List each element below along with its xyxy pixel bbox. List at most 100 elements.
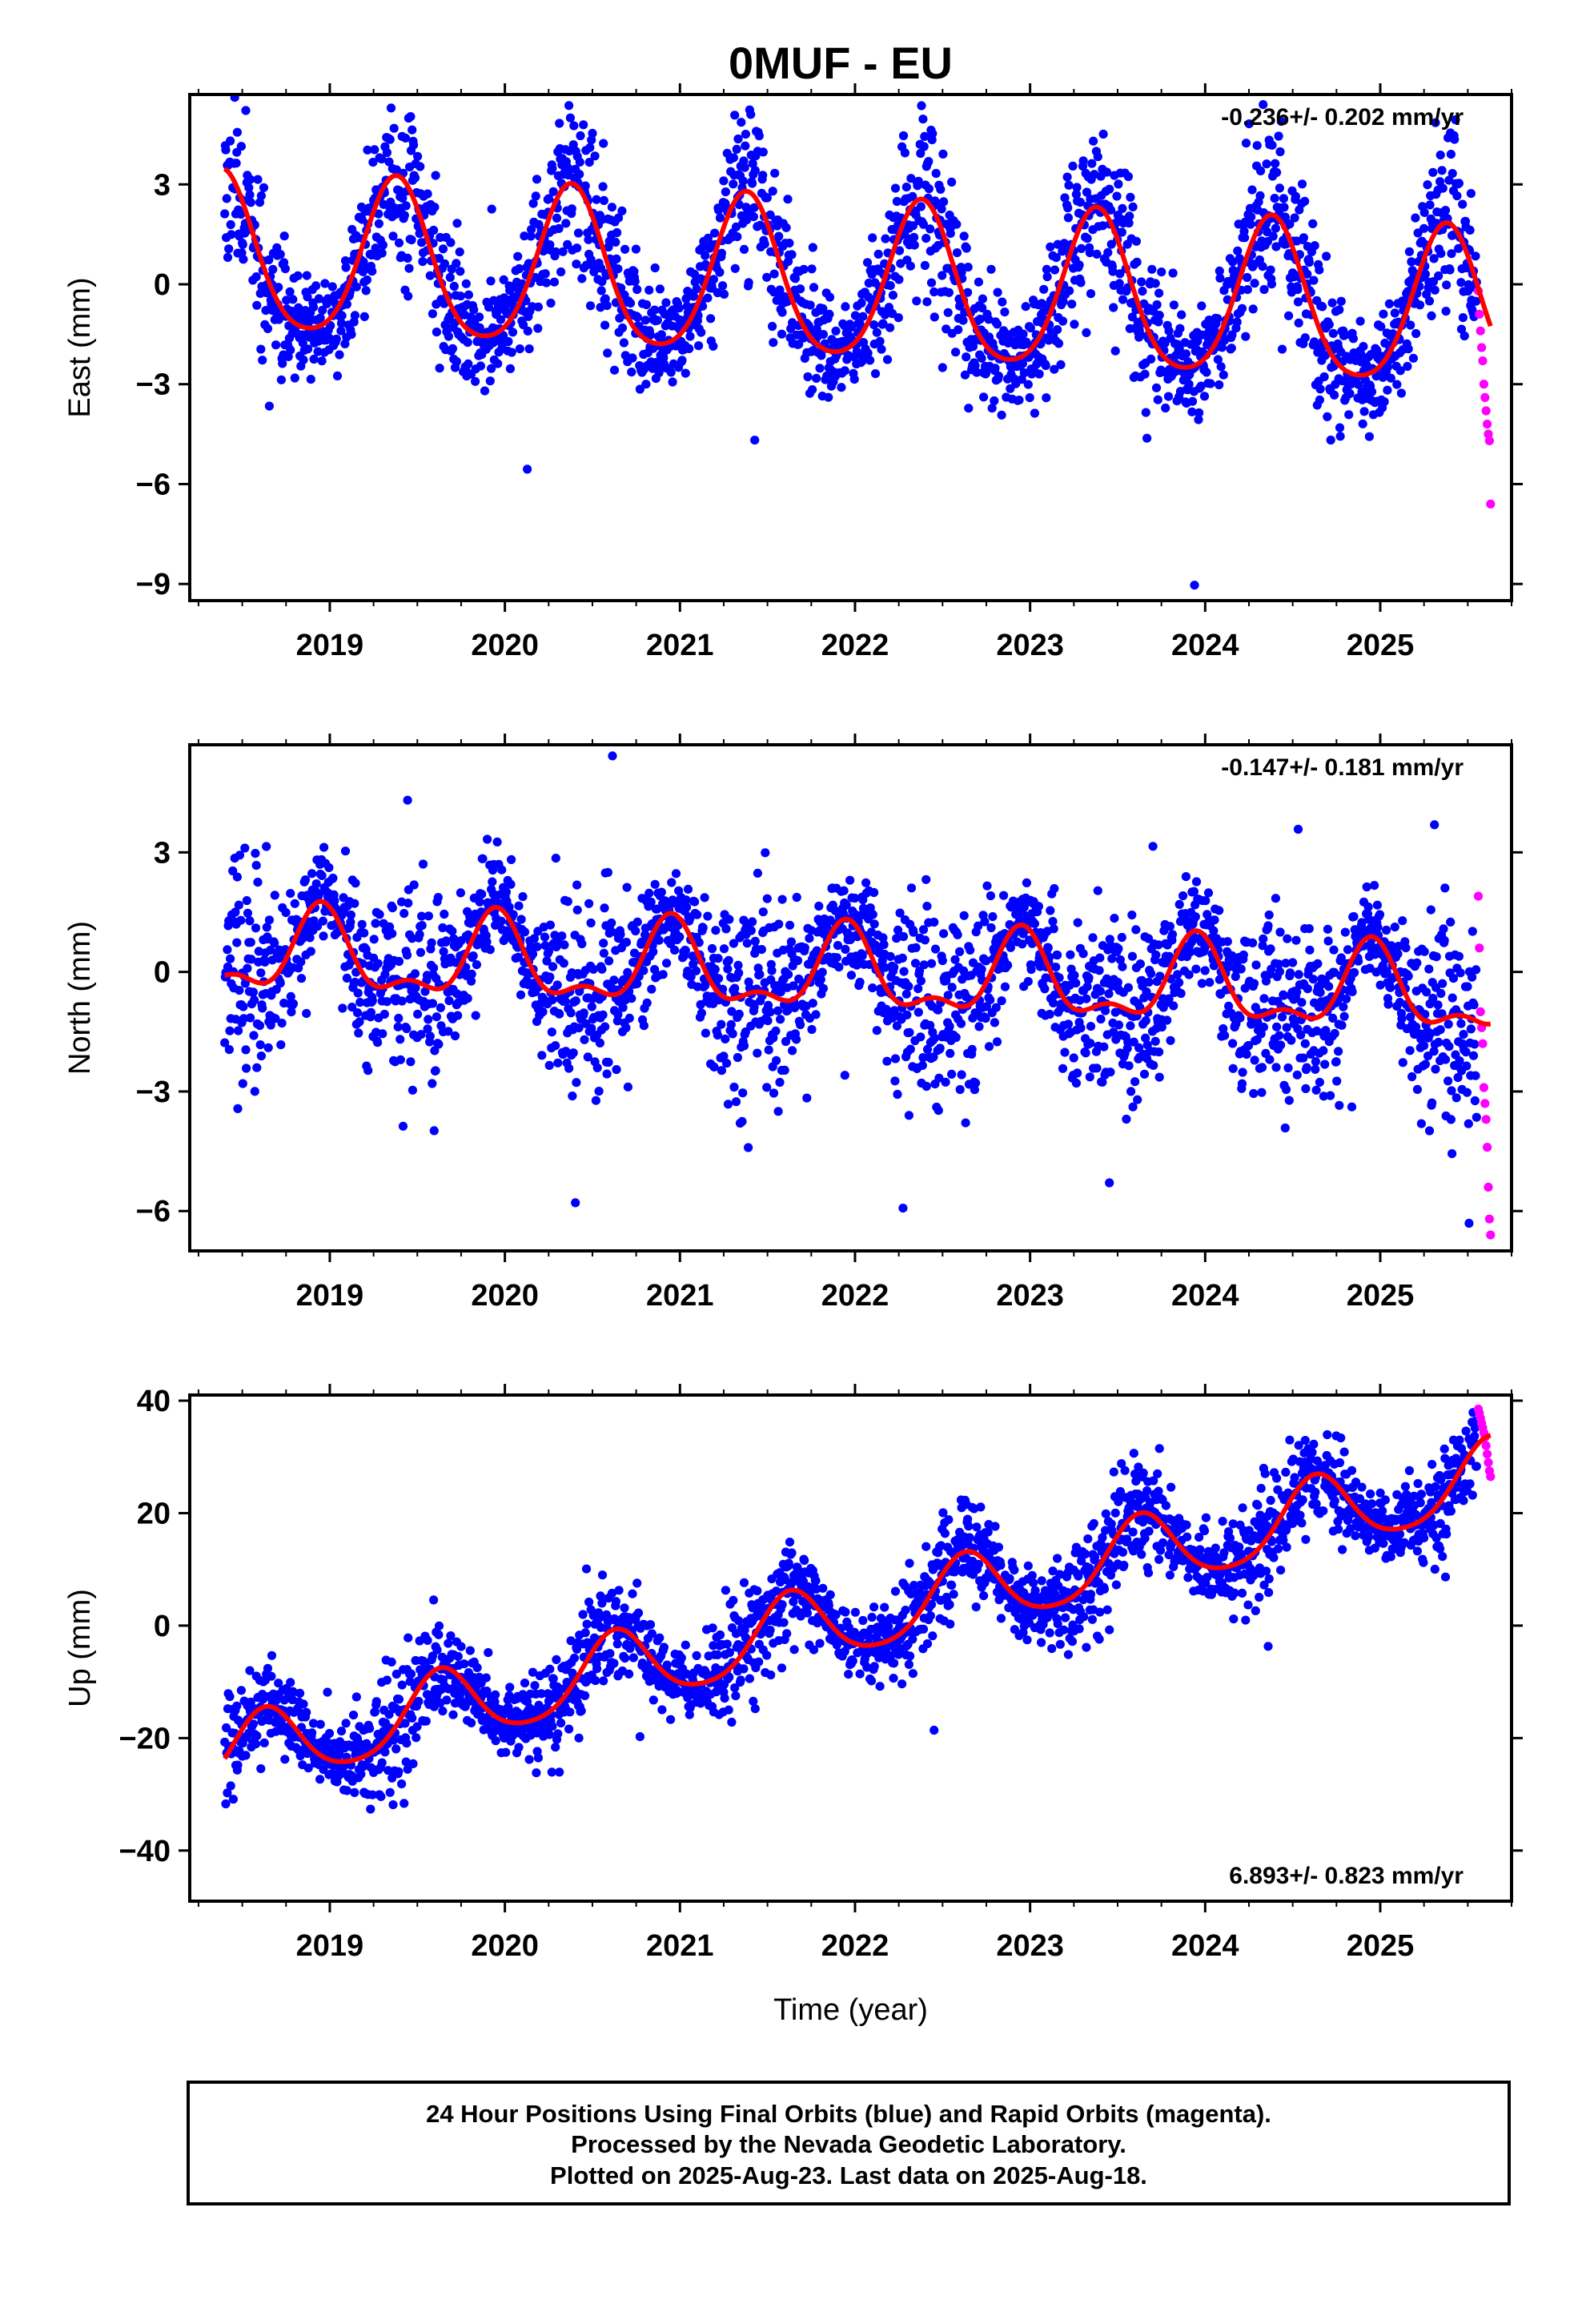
final-point xyxy=(599,948,609,958)
final-point xyxy=(694,341,704,351)
final-point xyxy=(1210,915,1219,925)
final-point xyxy=(1320,351,1330,360)
final-point xyxy=(1058,316,1068,326)
final-point xyxy=(431,171,440,180)
final-point xyxy=(428,999,438,1008)
final-point xyxy=(1124,218,1134,228)
final-point xyxy=(815,364,825,373)
final-point xyxy=(1465,225,1475,235)
final-point xyxy=(515,344,524,354)
final-point xyxy=(1422,987,1431,997)
final-point xyxy=(1348,334,1358,344)
final-point xyxy=(1113,978,1122,987)
final-point xyxy=(1281,959,1291,968)
final-point xyxy=(1098,1077,1107,1087)
final-point xyxy=(1431,983,1441,992)
final-point xyxy=(1064,180,1074,190)
final-point xyxy=(1326,1091,1335,1100)
final-point xyxy=(1150,279,1160,288)
final-point xyxy=(1217,343,1227,352)
final-point xyxy=(1248,938,1258,947)
final-point xyxy=(1336,296,1346,306)
final-point xyxy=(992,320,1002,329)
final-point xyxy=(946,1048,955,1058)
final-point xyxy=(802,1093,812,1103)
final-point xyxy=(1244,119,1254,129)
final-point xyxy=(340,339,350,348)
final-point xyxy=(456,267,465,276)
final-point xyxy=(1266,265,1275,275)
final-point xyxy=(264,255,274,265)
final-point xyxy=(937,204,946,214)
final-point xyxy=(1461,1047,1471,1057)
final-point xyxy=(675,932,685,942)
final-point xyxy=(639,1021,649,1031)
final-point xyxy=(232,872,242,882)
final-point xyxy=(689,292,699,301)
final-point xyxy=(276,375,286,384)
final-point xyxy=(1342,994,1351,1003)
final-point xyxy=(885,323,895,332)
final-point xyxy=(452,219,462,228)
final-point xyxy=(904,982,913,991)
final-point xyxy=(537,1051,547,1060)
final-point xyxy=(1354,380,1363,389)
final-point xyxy=(674,304,684,313)
final-point xyxy=(1060,193,1070,203)
final-point xyxy=(572,243,582,253)
final-point xyxy=(1049,998,1058,1007)
final-point xyxy=(785,920,795,930)
final-point xyxy=(286,345,295,355)
final-point xyxy=(232,938,242,947)
final-point xyxy=(1334,1047,1343,1056)
x-tick-label: 2023 xyxy=(996,1279,1064,1313)
final-point xyxy=(1082,187,1092,197)
final-point xyxy=(507,854,516,864)
final-point xyxy=(231,159,241,168)
final-point xyxy=(418,859,428,869)
final-point xyxy=(1357,918,1367,927)
final-point xyxy=(1127,951,1137,961)
final-point xyxy=(939,929,949,939)
final-point xyxy=(882,355,893,364)
final-point xyxy=(335,350,344,360)
final-point xyxy=(488,877,497,887)
final-point xyxy=(1255,191,1265,200)
final-point xyxy=(263,1043,273,1052)
final-point xyxy=(1436,988,1446,999)
final-point xyxy=(1025,393,1034,403)
final-point xyxy=(1114,279,1124,288)
final-point xyxy=(1167,930,1178,939)
final-point xyxy=(723,1100,733,1109)
final-point xyxy=(1455,1056,1464,1066)
final-point xyxy=(977,353,986,363)
final-point xyxy=(346,910,355,920)
final-point xyxy=(579,1008,588,1018)
final-point xyxy=(1431,1064,1440,1074)
final-point xyxy=(1406,1012,1415,1022)
final-point xyxy=(600,1022,610,1031)
final-point xyxy=(576,131,585,141)
final-point xyxy=(661,298,671,308)
final-point xyxy=(739,156,749,166)
final-point xyxy=(1228,1063,1238,1073)
final-point xyxy=(612,254,621,263)
final-point xyxy=(1102,167,1112,177)
final-point xyxy=(410,969,420,979)
final-point xyxy=(588,964,598,974)
final-point xyxy=(978,303,987,313)
final-point xyxy=(268,264,278,274)
final-point xyxy=(417,911,427,921)
final-point xyxy=(726,1019,736,1029)
final-point xyxy=(1239,227,1249,236)
final-point xyxy=(429,1126,439,1136)
final-point xyxy=(721,187,731,197)
final-point xyxy=(408,140,419,150)
final-point xyxy=(971,1078,981,1088)
x-tick-label: 2021 xyxy=(646,1279,714,1313)
final-point xyxy=(262,842,271,851)
final-point xyxy=(429,225,439,235)
final-point xyxy=(986,995,995,1005)
final-point xyxy=(725,915,734,924)
final-point xyxy=(670,945,680,955)
